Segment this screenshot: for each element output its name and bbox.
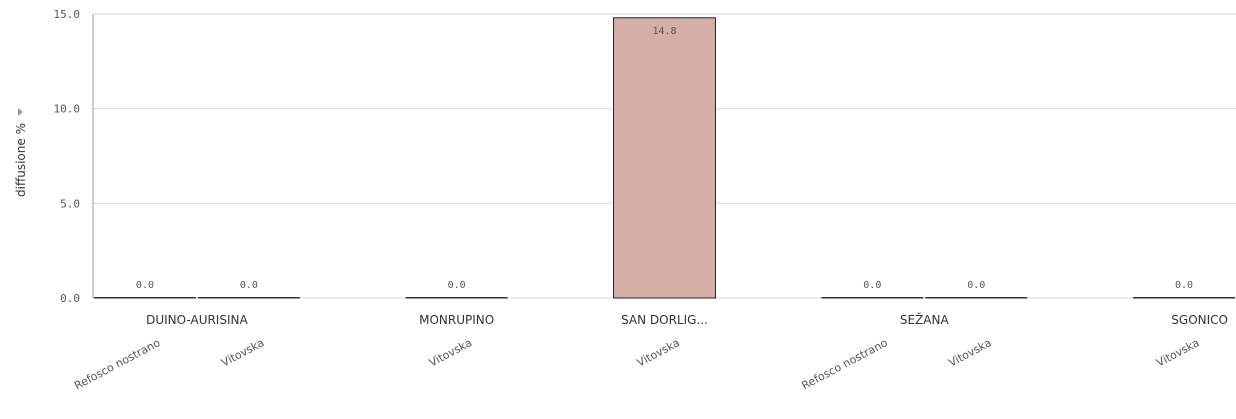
- bar[interactable]: [197, 297, 300, 299]
- x-group-label: DUINO-AURISINA: [146, 313, 248, 327]
- x-category-label: Refosco nostrano: [72, 336, 162, 392]
- y-tick-label: 10.0: [54, 103, 81, 116]
- bar[interactable]: [613, 17, 716, 299]
- bar-value-label: 0.0: [448, 280, 466, 291]
- y-tick-label: 15.0: [54, 8, 81, 21]
- y-axis-title: diffusione %: [14, 123, 28, 197]
- x-group-label: SEŽANA: [900, 312, 950, 327]
- x-group-label: SGONICO: [1171, 313, 1228, 327]
- bars: [94, 17, 1235, 299]
- x-category-label: Vitovska: [635, 336, 682, 369]
- x-category-label: Vitovska: [946, 336, 993, 369]
- y-axis-expand-icon[interactable]: [18, 108, 23, 116]
- bar[interactable]: [821, 297, 924, 299]
- bar-value-label: 0.0: [240, 280, 258, 291]
- x-group-label: SAN DORLIG...: [621, 313, 708, 327]
- x-category-label: Vitovska: [427, 336, 474, 369]
- x-category-label: Vitovska: [219, 336, 266, 369]
- y-tick-label: 5.0: [60, 197, 80, 210]
- bar[interactable]: [925, 297, 1028, 299]
- bar-value-label: 0.0: [1175, 280, 1193, 291]
- y-axis-ticks: 0.0 5.0 10.0 15.0: [54, 8, 81, 305]
- bar[interactable]: [405, 297, 508, 299]
- bar[interactable]: [94, 297, 196, 299]
- x-group-label: MONRUPINO: [419, 313, 494, 327]
- x-category-label: Refosco nostrano: [800, 336, 890, 392]
- bar-value-label: 0.0: [863, 280, 881, 291]
- x-category-label: Vitovska: [1154, 336, 1201, 369]
- bar-value-label: 14.8: [652, 26, 676, 37]
- bar[interactable]: [1133, 297, 1235, 299]
- bar-value-label: 0.0: [967, 280, 985, 291]
- y-tick-label: 0.0: [60, 292, 80, 305]
- bar-value-label: 0.0: [136, 280, 154, 291]
